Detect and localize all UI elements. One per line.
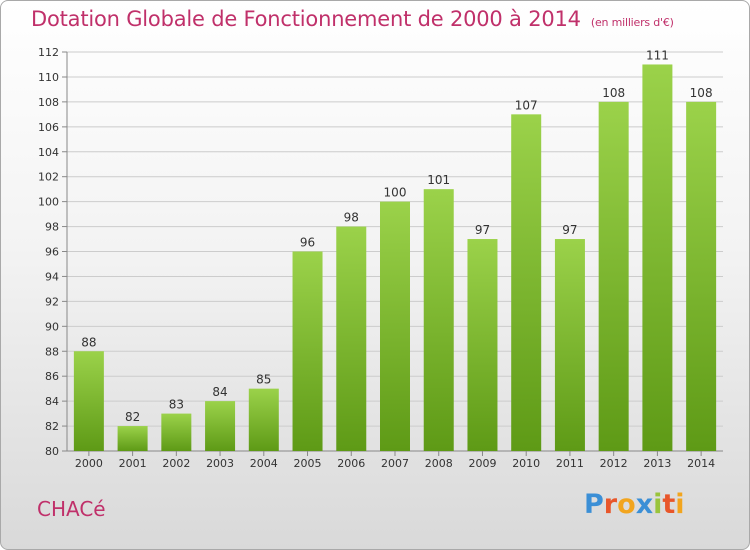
logo-letter: P (584, 489, 604, 520)
bar-2011 (554, 239, 585, 451)
bar-2000 (73, 351, 104, 451)
bar-2008 (423, 189, 454, 451)
y-tick-label: 80 (45, 445, 59, 458)
y-tick-label: 82 (45, 420, 59, 433)
logo-letter: r (603, 489, 618, 520)
logo-letter: i (653, 489, 663, 520)
bar-value-label: 88 (81, 335, 96, 349)
x-tick-label: 2006 (337, 457, 365, 470)
bar-value-label: 111 (646, 48, 669, 62)
commune-name: CHACé (37, 497, 106, 521)
x-tick-label: 2008 (425, 457, 453, 470)
bar-value-label: 96 (300, 236, 315, 250)
x-tick-label: 2011 (556, 457, 584, 470)
x-tick-label: 2012 (600, 457, 628, 470)
logo-letter: x (635, 489, 654, 520)
y-tick-label: 94 (45, 270, 59, 283)
bar-2001 (117, 426, 148, 451)
bar-2002 (161, 413, 192, 451)
x-tick-label: 2003 (206, 457, 234, 470)
y-tick-label: 106 (38, 121, 59, 134)
bar-value-label: 83 (169, 398, 184, 412)
y-tick-label: 100 (38, 196, 59, 209)
logo-letter: t (662, 489, 676, 520)
y-tick-label: 112 (38, 46, 59, 59)
y-tick-label: 110 (38, 71, 59, 84)
bar-value-label: 108 (690, 86, 713, 100)
bar-value-label: 101 (427, 173, 450, 187)
y-tick-label: 86 (45, 370, 59, 383)
y-tick-label: 102 (38, 171, 59, 184)
y-tick-label: 84 (45, 395, 59, 408)
bar-2012 (598, 101, 629, 451)
logo-letter: o (617, 489, 636, 520)
y-tick-label: 108 (38, 96, 59, 109)
bar-2005 (292, 251, 323, 451)
bar-value-label: 107 (515, 98, 538, 112)
x-tick-label: 2005 (294, 457, 322, 470)
bar-value-label: 98 (344, 211, 359, 225)
x-tick-label: 2014 (687, 457, 715, 470)
bar-value-label: 97 (475, 223, 490, 237)
proxiti-logo: Proxiti (584, 489, 685, 520)
bar-2003 (205, 401, 236, 451)
title-text: Dotation Globale de Fonctionnement de 20… (31, 7, 581, 31)
y-tick-label: 96 (45, 246, 59, 259)
x-tick-label: 2010 (512, 457, 540, 470)
bar-2006 (336, 226, 367, 451)
bar-value-label: 97 (562, 223, 577, 237)
bar-value-label: 85 (256, 373, 271, 387)
bar-2014 (686, 101, 717, 451)
y-tick-label: 90 (45, 320, 59, 333)
bar-value-label: 84 (212, 385, 227, 399)
y-tick-label: 104 (38, 146, 59, 159)
x-tick-label: 2004 (250, 457, 278, 470)
bar-value-label: 82 (125, 410, 140, 424)
y-tick-label: 98 (45, 221, 59, 234)
x-tick-label: 2001 (119, 457, 147, 470)
bar-2009 (467, 239, 498, 451)
chart-title: Dotation Globale de Fonctionnement de 20… (31, 7, 674, 31)
x-tick-label: 2000 (75, 457, 103, 470)
x-tick-label: 2009 (468, 457, 496, 470)
y-tick-label: 92 (45, 295, 59, 308)
bar-2004 (248, 388, 279, 451)
bar-2013 (642, 64, 673, 451)
bar-2010 (511, 114, 542, 451)
bar-value-label: 108 (602, 86, 625, 100)
logo-letter: i (675, 489, 685, 520)
chart-subtitle: (en milliers d'€) (590, 16, 674, 29)
x-tick-label: 2007 (381, 457, 409, 470)
x-tick-label: 2013 (643, 457, 671, 470)
y-tick-label: 88 (45, 345, 59, 358)
bar-value-label: 100 (384, 186, 407, 200)
x-tick-label: 2002 (162, 457, 190, 470)
bar-2007 (380, 201, 410, 451)
bar-layer: 88 82 83 84 85 96 98 100 101 97 107 97 108 111 108 (73, 48, 717, 451)
